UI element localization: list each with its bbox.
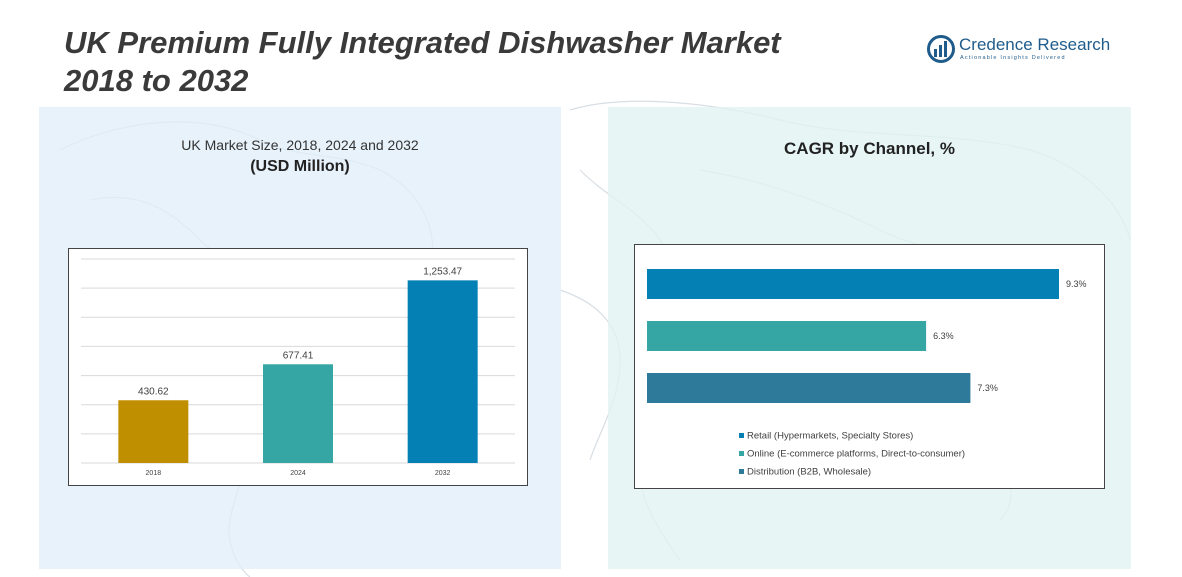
market-size-bar-chart: 430.62 2018 677.41 2024 1,253.47 2032	[81, 258, 515, 477]
hbar-1	[647, 269, 1059, 299]
legend-swatch-3	[739, 469, 744, 474]
hbar-label-1: 9.3%	[1066, 279, 1087, 289]
x-tick-2024: 2024	[290, 470, 306, 477]
hbar-2	[647, 321, 927, 351]
cagr-bar-chart: 9.3% 6.3% 7.3% Retail (Hypermarkets, Specia…	[647, 269, 1087, 478]
market-size-subtitle: UK Market Size, 2018, 2024 and 2032	[181, 137, 419, 153]
hbar-3	[647, 373, 971, 403]
legend-label-3: Distribution (B2B, Wholesale)	[747, 467, 871, 478]
credence-research-logo: Credence Research Actionable Insights De…	[926, 34, 1116, 66]
logo-mark-icon	[927, 35, 955, 63]
legend-swatch-1	[739, 433, 744, 438]
hbar-label-3: 7.3%	[977, 383, 998, 393]
bar-2018	[118, 400, 189, 463]
page-title: UK Premium Fully Integrated Dishwasher M…	[64, 24, 864, 100]
cagr-subtitle: CAGR by Channel, %	[784, 139, 955, 158]
data-label-2018: 430.62	[138, 386, 169, 397]
legend-swatch-2	[739, 451, 744, 456]
legend-label-1: Retail (Hypermarkets, Specialty Stores)	[747, 431, 913, 442]
x-tick-2018: 2018	[146, 470, 162, 477]
logo-name: Credence Research	[959, 35, 1111, 54]
legend-label-2: Online (E-commerce platforms, Direct-to-…	[747, 449, 965, 460]
cagr-chart: 9.3% 6.3% 7.3% Retail (Hypermarkets, Specia…	[634, 244, 1105, 489]
title-line-1: UK Premium Fully Integrated Dishwasher M…	[64, 25, 781, 60]
bar-2024	[263, 364, 333, 463]
market-size-unit: (USD Million)	[250, 158, 350, 175]
data-label-2032: 1,253.47	[423, 266, 462, 277]
title-line-2: 2018 to 2032	[64, 63, 249, 98]
x-tick-2032: 2032	[435, 470, 451, 477]
hbar-label-2: 6.3%	[933, 331, 954, 341]
logo-tagline: Actionable Insights Delivered	[960, 55, 1066, 61]
data-label-2024: 677.41	[283, 350, 314, 361]
bar-2032	[407, 280, 478, 463]
market-size-chart: 430.62 2018 677.41 2024 1,253.47 2032	[68, 248, 528, 486]
